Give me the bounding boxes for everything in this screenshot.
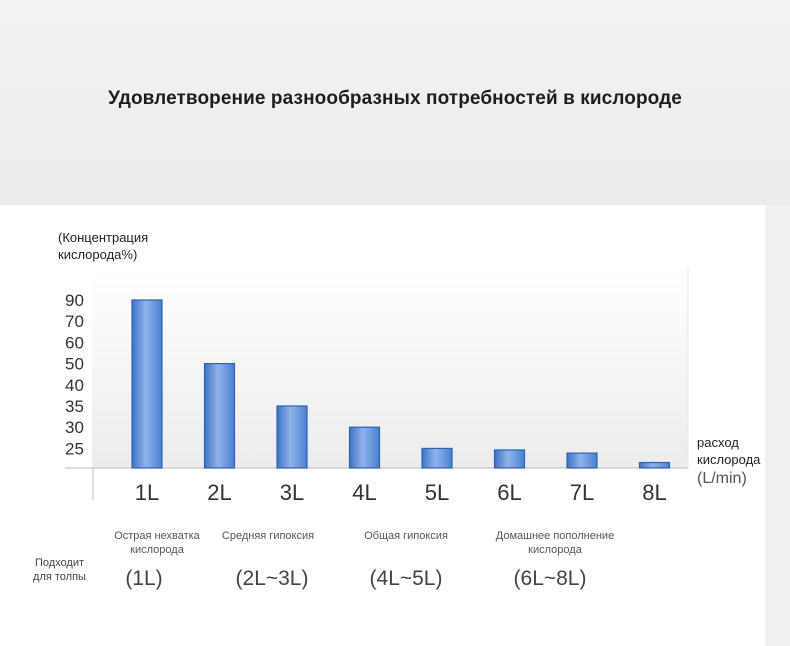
y-tick-label: 35 [65,397,84,416]
group-range-2: (2L~3L) [235,567,309,590]
y-tick-label: 30 [65,418,84,437]
x-tick-label-4L: 4L [352,480,376,505]
suitable-for-label: Подходит для толпы [22,556,97,584]
plot-area [92,268,688,468]
group-desc-4: Домашнее пополнение кислорода [478,529,632,557]
suitable-for-line-2: для толпы [33,571,86,583]
y-tick-label: 25 [65,439,84,458]
group-desc-1-line-2: кислорода [130,544,184,556]
x-tick-label-6L: 6L [497,480,521,505]
x-tick-label-8L: 8L [642,480,666,505]
group-range-3: (4L~5L) [369,567,443,590]
bar-1L [131,299,163,469]
group-desc-4-line-2: кислорода [528,544,582,556]
bar-7L [566,452,598,469]
x-tick-label-5L: 5L [425,480,449,505]
y-axis-title-line-2: кислорода%) [58,247,138,262]
group-range-4: (6L~8L) [513,567,587,590]
bar-3L [276,405,308,469]
x-axis-title-line-1: расход [697,435,739,450]
group-desc-3-line-1: Общая гипоксия [364,530,448,542]
x-axis-title: расход кислорода [697,434,760,468]
y-axis-title-line-1: (Концентрация [58,230,149,245]
page-title: Удовлетворение разнообразных потребносте… [108,88,682,109]
group-range-1: (1L) [125,567,163,590]
bar-8L [638,461,671,469]
group-desc-2: Средняя гипоксия [208,529,328,543]
header-banner [0,0,790,205]
y-tick-label: 60 [65,333,84,352]
x-tick-label-2L: 2L [207,480,231,505]
group-desc-3: Общая гипоксия [346,529,466,543]
panel-edge [765,205,790,646]
bar-5L [421,447,453,469]
y-axis-title: (Концентрация кислорода%) [58,229,148,263]
suitable-for-line-1: Подходит [34,557,85,569]
x-tick-label-3L: 3L [280,480,304,505]
y-tick-label: 40 [65,376,84,395]
y-tick-label: 70 [65,312,84,331]
group-desc-2-line-1: Средняя гипоксия [221,530,315,542]
bar-6L [493,449,526,469]
x-axis-title-line-2: кислорода [697,452,761,467]
x-tick-label-1L: 1L [135,480,159,505]
x-axis-unit: (L/min) [697,470,747,487]
y-tick-label: 90 [65,291,84,310]
bar-4L [348,426,381,469]
group-desc-1: Острая нехватка кислорода [96,529,218,557]
group-desc-4-line-1: Домашнее пополнение [495,530,615,542]
bar-2L [203,363,236,469]
y-tick-label: 50 [65,355,84,374]
group-desc-1-line-1: Острая нехватка [114,530,200,542]
x-tick-label-7L: 7L [570,480,594,505]
